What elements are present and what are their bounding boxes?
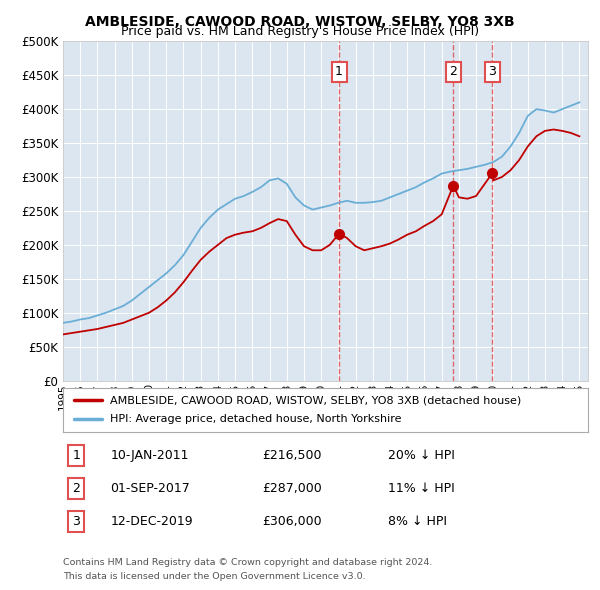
Text: 20% ↓ HPI: 20% ↓ HPI [389, 448, 455, 462]
Text: Contains HM Land Registry data © Crown copyright and database right 2024.: Contains HM Land Registry data © Crown c… [63, 558, 433, 566]
Text: 11% ↓ HPI: 11% ↓ HPI [389, 481, 455, 495]
Text: 10-JAN-2011: 10-JAN-2011 [110, 448, 189, 462]
Text: £287,000: £287,000 [263, 481, 322, 495]
Text: £306,000: £306,000 [263, 514, 322, 528]
Text: This data is licensed under the Open Government Licence v3.0.: This data is licensed under the Open Gov… [63, 572, 365, 581]
Text: 2: 2 [72, 481, 80, 495]
Text: AMBLESIDE, CAWOOD ROAD, WISTOW, SELBY, YO8 3XB: AMBLESIDE, CAWOOD ROAD, WISTOW, SELBY, Y… [85, 15, 515, 29]
Text: HPI: Average price, detached house, North Yorkshire: HPI: Average price, detached house, Nort… [110, 415, 402, 424]
Text: 12-DEC-2019: 12-DEC-2019 [110, 514, 193, 528]
Text: 1: 1 [335, 65, 343, 78]
Text: 2: 2 [449, 65, 457, 78]
Text: Price paid vs. HM Land Registry's House Price Index (HPI): Price paid vs. HM Land Registry's House … [121, 25, 479, 38]
Text: AMBLESIDE, CAWOOD ROAD, WISTOW, SELBY, YO8 3XB (detached house): AMBLESIDE, CAWOOD ROAD, WISTOW, SELBY, Y… [110, 395, 521, 405]
Text: 01-SEP-2017: 01-SEP-2017 [110, 481, 190, 495]
Text: 3: 3 [488, 65, 496, 78]
Text: 3: 3 [72, 514, 80, 528]
Text: £216,500: £216,500 [263, 448, 322, 462]
Text: 1: 1 [72, 448, 80, 462]
Text: 8% ↓ HPI: 8% ↓ HPI [389, 514, 448, 528]
